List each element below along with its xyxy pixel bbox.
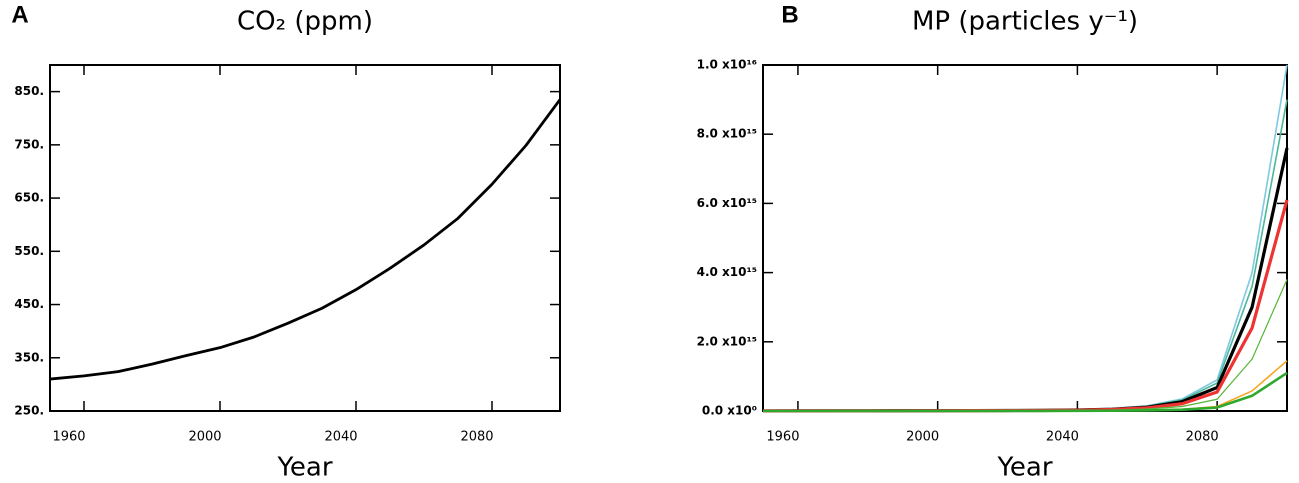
x-tick-label: 2080 [1186, 430, 1219, 445]
y-tick-label: 2.0 x10¹⁵ [697, 334, 757, 348]
data-line [762, 199, 1289, 413]
y-tick-label: 4.0 x10¹⁵ [697, 265, 757, 279]
x-tick-label: 2080 [460, 430, 493, 445]
panel-label: A [11, 1, 28, 28]
data-line [762, 147, 1289, 413]
y-tick-label: 450. [14, 297, 44, 311]
y-tick-label: 0.0 x10⁰ [702, 404, 757, 418]
x-tick-label: 1960 [52, 430, 85, 445]
data-line [763, 371, 1288, 413]
plot-frame [49, 64, 561, 412]
data-line [762, 99, 1288, 412]
y-tick-label: 650. [14, 191, 44, 205]
data-line [762, 360, 1288, 412]
y-tick-label: 1.0 x10¹⁶ [697, 58, 757, 72]
plot-frame [762, 64, 1288, 412]
chart-title: MP (particles y⁻¹) [912, 7, 1138, 37]
x-axis-label: Year [276, 453, 332, 483]
x-tick-label: 2000 [188, 430, 221, 445]
y-tick-label: 6.0 x10¹⁵ [697, 196, 757, 210]
x-tick-label: 2000 [906, 430, 939, 445]
data-line [49, 98, 562, 381]
x-tick-label: 1960 [766, 430, 799, 445]
panel-label: B [781, 1, 798, 28]
y-tick-label: 250. [14, 404, 44, 418]
y-tick-label: 350. [14, 350, 44, 364]
x-tick-label: 2040 [1046, 430, 1079, 445]
y-tick-label: 850. [14, 84, 44, 98]
y-tick-label: 750. [14, 137, 44, 151]
y-tick-label: 550. [14, 244, 44, 258]
x-tick-label: 2040 [324, 430, 357, 445]
x-axis-label: Year [996, 453, 1052, 483]
y-tick-label: 8.0 x10¹⁵ [697, 127, 757, 141]
data-line [762, 64, 1288, 412]
chart-title: CO₂ (ppm) [237, 7, 373, 37]
